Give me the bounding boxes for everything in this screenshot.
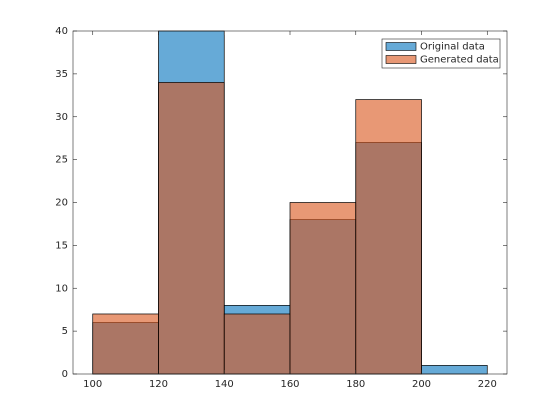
x-tick-label: 120 <box>149 379 168 390</box>
y-tick-label: 10 <box>55 283 68 294</box>
x-tick-label: 180 <box>346 379 365 390</box>
x-tick-label: 200 <box>412 379 431 390</box>
histogram-bar <box>92 313 159 375</box>
y-tick-label: 40 <box>55 26 68 37</box>
legend-label: Generated data <box>420 55 499 66</box>
y-tick-label: 0 <box>62 369 68 380</box>
y-tick-label: 25 <box>55 155 68 166</box>
y-tick-label: 30 <box>55 112 68 123</box>
histogram-bar <box>158 82 225 375</box>
x-tick-label: 100 <box>83 379 102 390</box>
x-tick-label: 140 <box>215 379 234 390</box>
y-tick-label: 20 <box>55 198 68 209</box>
histogram-bar <box>289 202 357 375</box>
histogram-bar <box>355 99 422 375</box>
legend-swatch <box>385 42 417 51</box>
y-tick-label: 5 <box>62 326 68 337</box>
y-tick-label: 15 <box>55 240 68 251</box>
x-tick-label: 160 <box>280 379 299 390</box>
histogram-bar <box>223 313 291 375</box>
legend-swatch <box>385 55 417 64</box>
legend-label: Original data <box>420 42 485 53</box>
x-tick-label: 220 <box>478 379 497 390</box>
histogram-bar <box>421 365 488 375</box>
y-tick-label: 35 <box>55 69 68 80</box>
